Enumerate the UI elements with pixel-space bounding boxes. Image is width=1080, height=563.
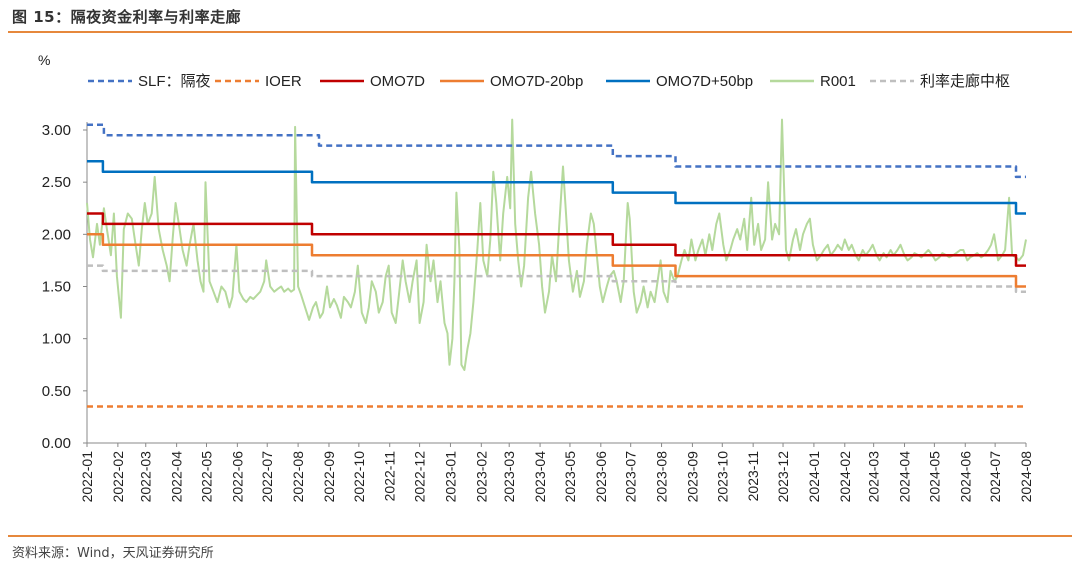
- x-tick-label: 2023-08: [654, 451, 670, 503]
- x-tick-label: 2023-09: [684, 451, 700, 503]
- y-axis-unit-label: %: [38, 52, 50, 68]
- x-tick-label: 2023-10: [714, 451, 730, 503]
- y-tick-label: 2.00: [42, 226, 71, 243]
- series-line-SLF：隔夜: [87, 123, 1026, 179]
- x-tick-label: 2024-07: [987, 451, 1003, 503]
- x-tick-label: 2023-03: [501, 451, 517, 503]
- plot-area: [86, 118, 1027, 408]
- figure-title: 图 15：隔夜资金利率与利率走廊: [12, 8, 242, 26]
- x-tick-label: 2022-09: [321, 451, 337, 503]
- x-tick-label: 2022-05: [198, 451, 214, 503]
- chart-legend: SLF：隔夜 IOER OMO7D OMO7D-20bp OMO7D+50bp R001 利…: [88, 73, 1010, 90]
- source-note: 资料来源：Wind，天风证券研究所: [12, 546, 214, 561]
- bottom-divider: [8, 535, 1072, 537]
- x-tick-label: 2023-04: [532, 451, 548, 503]
- x-tick-label: 2023-07: [623, 451, 639, 503]
- legend-label: IOER: [265, 73, 302, 90]
- x-tick-label: 2022-07: [259, 451, 275, 503]
- x-tick-label: 2022-11: [382, 451, 398, 502]
- x-tick-label: 2022-06: [229, 451, 245, 503]
- x-tick-label: 2022-10: [351, 451, 367, 503]
- series-line-OMO7D-20bp: [87, 233, 1026, 288]
- y-axis: 0.00 0.50 1.00 1.50 2.00 2.50 3.00: [42, 122, 88, 452]
- y-tick-label: 0.00: [42, 435, 71, 452]
- x-tick-label: 2024-03: [866, 451, 882, 503]
- y-tick-label: 1.50: [42, 279, 71, 296]
- series-line-OMO7D+50bp: [87, 160, 1026, 215]
- series-line-OMO7D: [87, 212, 1026, 267]
- x-tick-label: 2023-01: [442, 451, 458, 503]
- legend-label: 利率走廊中枢: [920, 73, 1010, 90]
- x-axis: 2022-01 2022-02 2022-03 2022-04 2022-05 2022-…: [79, 442, 1034, 503]
- legend-label: OMO7D+50bp: [656, 73, 753, 90]
- x-tick-label: 2022-01: [79, 451, 95, 503]
- x-tick-label: 2022-08: [290, 451, 306, 503]
- x-tick-label: 2023-02: [473, 451, 489, 503]
- legend-label: SLF：隔夜: [138, 73, 211, 90]
- legend-label: R001: [820, 73, 856, 90]
- x-tick-label: 2022-02: [110, 451, 126, 503]
- x-tick-label: 2022-04: [169, 451, 185, 503]
- x-tick-label: 2024-05: [926, 451, 942, 503]
- y-tick-label: 0.50: [42, 383, 71, 400]
- x-tick-label: 2023-11: [745, 451, 761, 502]
- x-tick-label: 2024-02: [837, 451, 853, 503]
- x-tick-label: 2023-05: [562, 451, 578, 503]
- x-tick-label: 2024-08: [1018, 451, 1034, 503]
- x-tick-label: 2023-06: [593, 451, 609, 503]
- top-divider: [8, 31, 1072, 33]
- legend-label: OMO7D-20bp: [490, 73, 583, 90]
- y-tick-label: 1.00: [42, 331, 71, 348]
- x-tick-label: 2022-12: [412, 451, 428, 503]
- x-tick-label: 2024-01: [806, 451, 822, 503]
- y-tick-label: 2.50: [42, 174, 71, 191]
- y-tick-label: 3.00: [42, 122, 71, 139]
- x-tick-label: 2022-03: [138, 451, 154, 503]
- x-tick-label: 2024-06: [957, 451, 973, 503]
- x-tick-label: 2024-04: [897, 451, 913, 503]
- x-tick-label: 2023-12: [775, 451, 791, 503]
- legend-label: OMO7D: [370, 73, 425, 90]
